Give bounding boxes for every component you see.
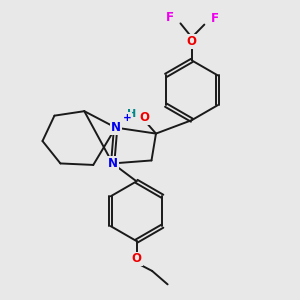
Text: H: H (128, 109, 137, 118)
Text: N: N (111, 121, 121, 134)
Text: F: F (166, 11, 174, 24)
Text: N: N (108, 157, 118, 170)
Text: F: F (211, 12, 219, 25)
Text: O: O (139, 111, 149, 124)
Text: O: O (132, 253, 142, 266)
Text: O: O (187, 35, 197, 48)
Text: +: + (123, 113, 131, 123)
